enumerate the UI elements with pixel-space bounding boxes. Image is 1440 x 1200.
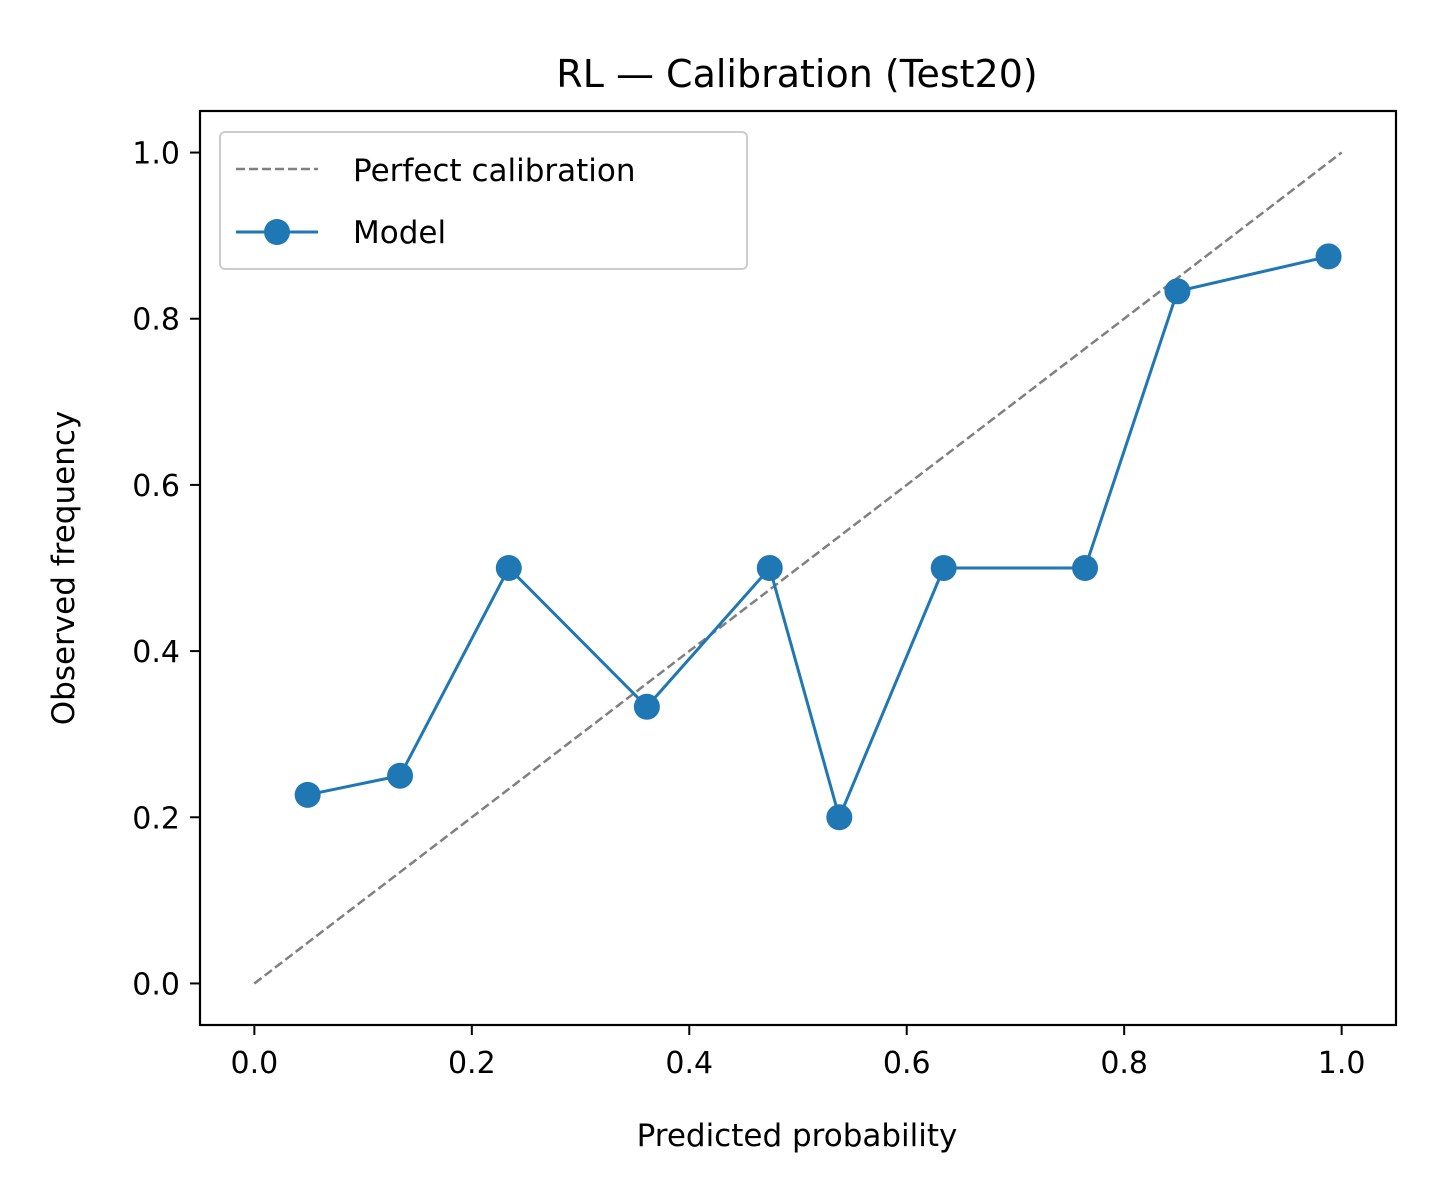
y-axis-title: Observed frequency (46, 411, 82, 725)
x-tick-label: 0.8 (1100, 1046, 1148, 1081)
chart-title: RL — Calibration (Test20) (556, 52, 1037, 96)
model-point (633, 693, 660, 720)
perfect-calibration-line (253, 151, 1343, 985)
model-point (1164, 278, 1191, 305)
x-tick-label: 0.6 (883, 1046, 931, 1081)
legend-box (219, 131, 748, 270)
y-axis: 0.0 0.2 0.4 0.6 0.8 1.0 (132, 137, 200, 1002)
y-tick-label: 0.2 (132, 801, 180, 836)
x-tick-label: 1.0 (1318, 1046, 1366, 1081)
plot-frame (198, 109, 1398, 1027)
legend-label-perfect-calibration: Perfect calibration (353, 153, 636, 189)
legend: Perfect calibration Model (219, 131, 748, 270)
legend-label-model: Model (353, 215, 446, 251)
model-point (1072, 555, 1099, 581)
y-tick-label: 0.8 (132, 303, 180, 338)
model-point (930, 555, 957, 581)
model-point (294, 781, 321, 808)
model-point (1315, 243, 1342, 270)
x-tick-label: 0.0 (231, 1046, 279, 1081)
y-tick-label: 0.4 (132, 635, 180, 670)
x-axis-title: Predicted probability (637, 1118, 958, 1154)
model-line (307, 254, 1329, 822)
y-tick-label: 0.0 (132, 967, 180, 1002)
model-point (756, 555, 783, 581)
legend-marker-model (264, 219, 290, 245)
model-point (387, 762, 414, 789)
y-tick-label: 0.6 (132, 469, 180, 504)
x-axis: 0.0 0.2 0.4 0.6 0.8 1.0 (231, 1025, 1366, 1081)
x-tick-label: 0.2 (448, 1046, 496, 1081)
x-tick-label: 0.4 (665, 1046, 713, 1081)
plot-area (253, 151, 1343, 985)
y-tick-label: 1.0 (132, 137, 180, 172)
model-point (826, 804, 853, 831)
model-point (495, 555, 522, 581)
